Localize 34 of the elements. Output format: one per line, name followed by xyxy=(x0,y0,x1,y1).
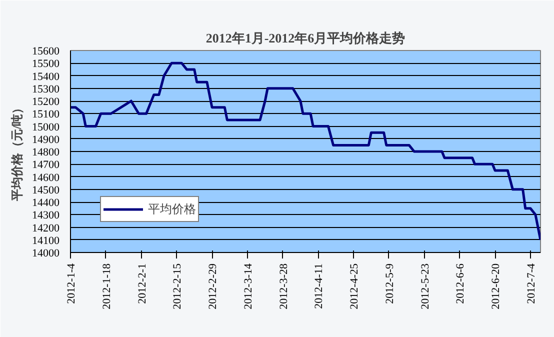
y-tick-label: 15300 xyxy=(32,83,60,96)
chart-title: 2012年1月-2012年6月平均价格走势 xyxy=(206,30,406,46)
x-tick-label: 2012-5-23 xyxy=(419,263,432,310)
y-tick-label: 14300 xyxy=(32,210,60,222)
x-tick-label: 2012-3-14 xyxy=(242,263,254,310)
y-tick-label: 15500 xyxy=(32,58,60,70)
x-tick-label: 2012-6-20 xyxy=(490,263,502,310)
x-tick-label: 2012-1-4 xyxy=(66,263,78,304)
y-tick-label: 15600 xyxy=(32,46,60,58)
x-tick-label: 2012-7-4 xyxy=(525,263,538,304)
x-tick-label: 2012-1-18 xyxy=(100,263,113,310)
x-tick-label: 2012-4-25 xyxy=(348,263,361,310)
x-tick-label: 2012-2-1 xyxy=(136,264,148,304)
y-tick-label: 14100 xyxy=(32,234,60,247)
x-tick-label: 2012-4-11 xyxy=(313,263,326,309)
y-tick-label: 15000 xyxy=(32,121,60,134)
x-tick-label: 2012-2-15 xyxy=(172,263,184,310)
y-axis-title: 平均价格（元/吨） xyxy=(10,102,24,202)
y-tick-label: 14200 xyxy=(32,222,60,234)
x-tick-label: 2012-5-9 xyxy=(384,263,396,304)
y-tick-label: 14000 xyxy=(32,248,60,260)
x-tick-label: 2012-6-6 xyxy=(454,263,467,304)
y-tick-label: 15200 xyxy=(32,96,60,108)
y-tick-label: 14900 xyxy=(32,134,60,146)
x-tick-label: 2012-3-28 xyxy=(278,263,290,310)
y-tick-label: 14500 xyxy=(32,184,60,196)
y-tick-label: 14800 xyxy=(32,146,60,158)
x-tick-label: 2012-2-29 xyxy=(207,263,220,310)
y-tick-label: 14700 xyxy=(32,159,60,172)
y-tick-label: 14400 xyxy=(32,197,60,209)
legend-label: 平均价格 xyxy=(148,200,196,218)
y-tick-label: 15400 xyxy=(32,70,60,83)
y-tick-label: 15100 xyxy=(32,108,60,121)
y-tick-label: 14600 xyxy=(32,172,60,184)
